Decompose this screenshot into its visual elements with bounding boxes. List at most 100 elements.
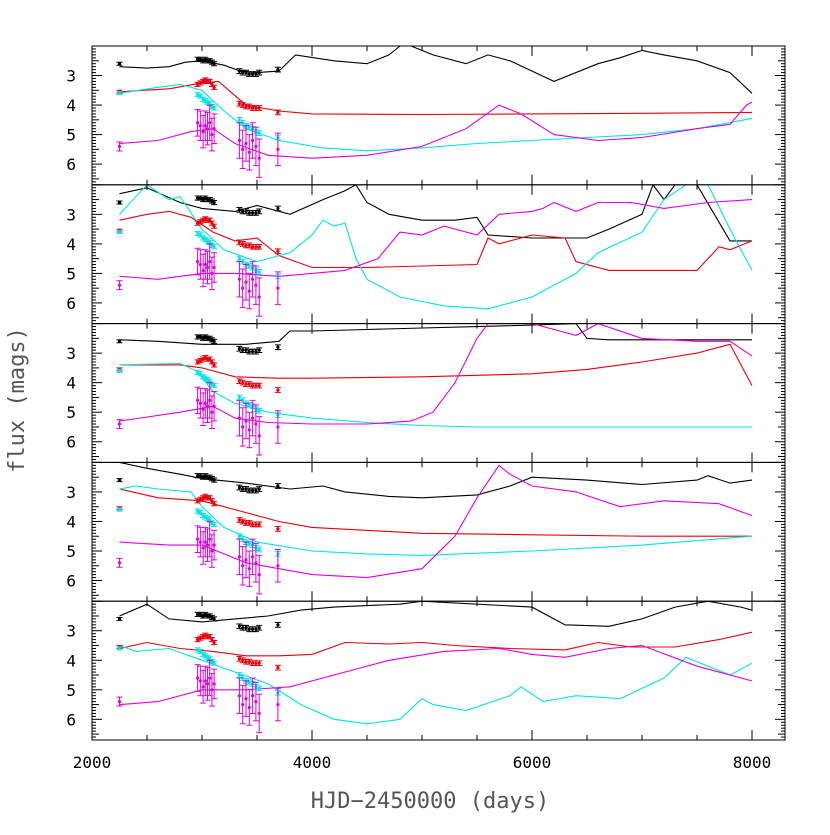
y-tick-label: 4 <box>66 651 76 670</box>
data-point-cyan <box>196 93 200 97</box>
data-point-magenta <box>203 124 207 128</box>
data-point-magenta <box>201 268 205 273</box>
data-point-black <box>205 614 210 618</box>
data-point-red <box>205 357 210 361</box>
data-point-magenta <box>241 425 245 429</box>
data-point-magenta <box>205 404 210 408</box>
y-tick-label: 5 <box>66 681 76 700</box>
data-point-black <box>257 626 261 630</box>
data-point-cyan <box>117 369 122 373</box>
data-point-black <box>241 70 245 75</box>
data-point-magenta <box>276 147 280 151</box>
data-point-red <box>205 79 210 84</box>
panel-2: 3 4 5 6 <box>66 184 786 325</box>
data-point-magenta <box>237 555 241 559</box>
data-point-magenta <box>257 573 261 577</box>
data-point-black <box>212 200 216 205</box>
data-point-red <box>212 640 216 645</box>
data-point-red <box>205 635 210 639</box>
data-point-magenta <box>251 555 255 559</box>
x-tick-label: 8000 <box>733 753 772 772</box>
data-point-black <box>198 612 202 617</box>
data-point-magenta <box>254 283 258 287</box>
data-point-magenta <box>241 147 245 151</box>
data-point-red <box>251 245 255 249</box>
data-point-black <box>257 70 261 75</box>
model-curve-cyan <box>119 485 753 556</box>
data-point-cyan <box>212 522 216 527</box>
data-point-magenta <box>237 138 241 143</box>
data-point-magenta <box>198 262 202 267</box>
data-point-magenta <box>201 130 205 134</box>
data-point-magenta <box>244 419 248 423</box>
y-tick-label: 6 <box>66 572 76 591</box>
data-point-magenta <box>208 121 212 125</box>
data-point-magenta <box>210 410 214 414</box>
data-point-magenta <box>205 543 210 547</box>
data-point-magenta <box>247 705 251 710</box>
data-point-magenta <box>196 398 200 402</box>
data-point-black <box>251 627 255 631</box>
data-point-black <box>276 206 280 211</box>
data-point-black <box>241 626 245 630</box>
data-point-red <box>257 661 261 665</box>
data-point-magenta <box>257 156 261 160</box>
data-point-cyan <box>212 106 216 110</box>
data-point-red <box>212 224 216 228</box>
data-point-black <box>276 68 280 72</box>
panel-content <box>116 462 753 595</box>
y-tick-label: 5 <box>66 403 76 422</box>
data-point-magenta <box>247 567 251 571</box>
data-point-cyan <box>257 131 261 135</box>
data-point-black <box>196 196 200 200</box>
data-point-magenta <box>257 434 261 438</box>
data-point-magenta <box>205 127 210 131</box>
data-point-magenta <box>237 416 241 420</box>
model-curve-red <box>119 631 753 657</box>
y-tick-label: 4 <box>66 374 76 393</box>
data-point-red <box>276 249 280 253</box>
data-point-black <box>247 627 251 631</box>
data-point-magenta <box>205 682 210 686</box>
data-point-magenta <box>201 685 205 689</box>
y-tick-label: 6 <box>66 294 76 313</box>
model-curve-red <box>119 210 753 271</box>
data-point-magenta <box>208 676 212 680</box>
data-point-magenta <box>241 702 245 707</box>
data-point-black <box>241 348 245 352</box>
data-point-magenta <box>201 546 205 550</box>
data-point-red <box>244 104 248 109</box>
data-point-black <box>196 335 200 339</box>
data-point-cyan <box>196 648 200 652</box>
data-point-magenta <box>244 558 248 562</box>
model-curve-red <box>119 80 753 116</box>
data-point-black <box>117 617 122 621</box>
data-point-black <box>117 200 122 205</box>
data-point-magenta <box>247 150 251 154</box>
data-point-red <box>254 106 258 110</box>
data-point-black <box>241 487 245 491</box>
y-tick-label: 4 <box>66 235 76 254</box>
x-tick-label: 6000 <box>513 753 552 772</box>
model-curve-magenta <box>119 464 753 579</box>
data-point-magenta <box>276 702 280 707</box>
data-point-magenta <box>212 543 216 547</box>
data-point-black <box>212 617 216 621</box>
data-point-red <box>196 637 200 642</box>
data-point-black <box>247 72 251 76</box>
x-tick-label: 2000 <box>73 753 112 772</box>
data-point-red <box>257 522 261 527</box>
data-point-magenta <box>257 711 261 716</box>
data-point-magenta <box>196 676 200 680</box>
data-point-red <box>254 245 258 249</box>
data-point-red <box>251 384 255 388</box>
data-point-magenta <box>254 422 258 426</box>
data-point-magenta <box>247 289 251 293</box>
data-point-black <box>251 72 255 76</box>
data-point-red <box>196 82 200 86</box>
y-tick-label: 5 <box>66 542 76 561</box>
data-point-magenta <box>117 144 122 149</box>
model-curve-red <box>119 343 753 386</box>
data-point-cyan <box>257 547 261 552</box>
